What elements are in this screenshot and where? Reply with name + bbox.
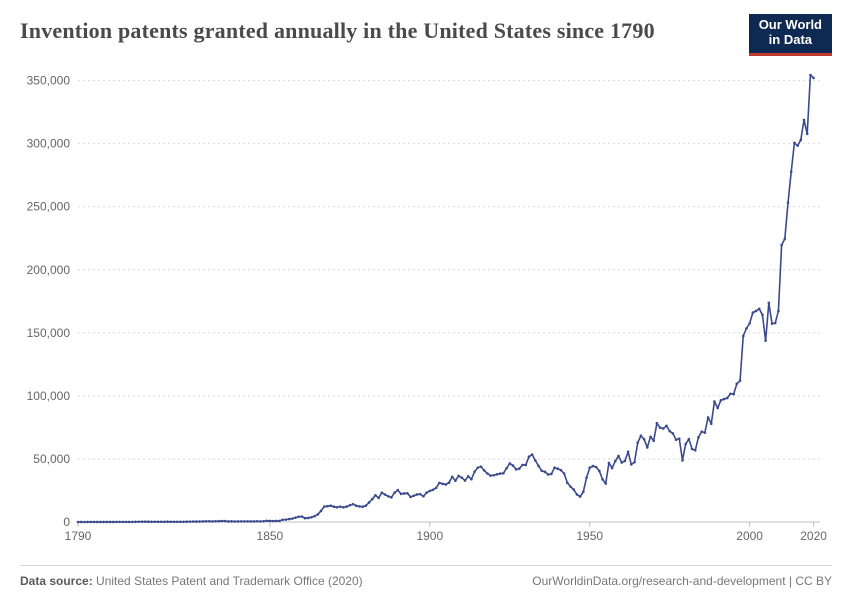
svg-text:1950: 1950 — [576, 529, 603, 543]
chart-title: Invention patents granted annually in th… — [20, 18, 655, 44]
svg-text:350,000: 350,000 — [27, 74, 71, 88]
svg-text:1900: 1900 — [416, 529, 443, 543]
footer-source: Data source: United States Patent and Tr… — [20, 574, 363, 588]
svg-text:1790: 1790 — [65, 529, 92, 543]
svg-text:2000: 2000 — [736, 529, 763, 543]
source-text: United States Patent and Trademark Offic… — [96, 574, 363, 588]
svg-text:2020: 2020 — [800, 529, 827, 543]
footer-right: OurWorldinData.org/research-and-developm… — [532, 574, 832, 588]
line-chart: 0 50,000 100,000 150,000 200,000 250,000 300,0… — [20, 60, 832, 550]
logo-line1: Our World — [759, 18, 822, 33]
svg-text:150,000: 150,000 — [27, 326, 71, 340]
svg-text:200,000: 200,000 — [27, 263, 71, 277]
chart-area: 0 50,000 100,000 150,000 200,000 250,000 300,0… — [20, 60, 832, 550]
svg-text:0: 0 — [63, 515, 70, 529]
logo-line2: in Data — [759, 33, 822, 48]
svg-text:300,000: 300,000 — [27, 137, 71, 151]
svg-text:1850: 1850 — [257, 529, 284, 543]
svg-text:100,000: 100,000 — [27, 389, 71, 403]
footer: Data source: United States Patent and Tr… — [20, 565, 832, 588]
chart-frame: Invention patents granted annually in th… — [0, 0, 850, 600]
owid-logo: Our World in Data — [749, 14, 832, 56]
source-label: Data source: — [20, 574, 93, 588]
svg-text:250,000: 250,000 — [27, 200, 71, 214]
svg-text:50,000: 50,000 — [33, 452, 70, 466]
